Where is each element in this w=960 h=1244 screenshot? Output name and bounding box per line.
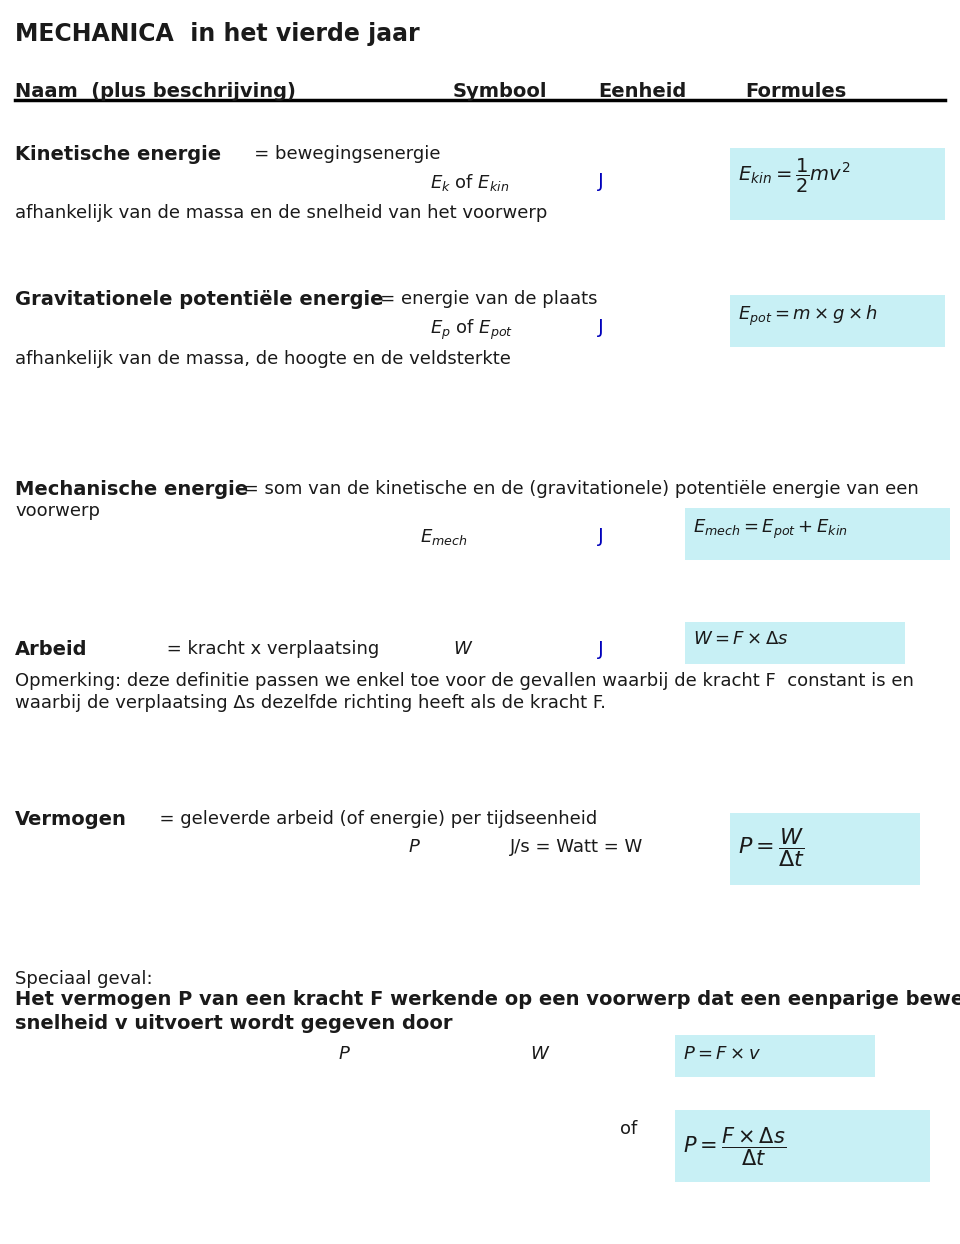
- Text: Arbeid: Arbeid: [15, 639, 87, 659]
- Text: J: J: [598, 318, 604, 337]
- Text: $E_{mech}$: $E_{mech}$: [420, 527, 468, 547]
- Text: Mechanische energie: Mechanische energie: [15, 480, 248, 499]
- Text: Vermogen: Vermogen: [15, 810, 127, 829]
- FancyBboxPatch shape: [675, 1110, 930, 1182]
- Text: afhankelijk van de massa en de snelheid van het voorwerp: afhankelijk van de massa en de snelheid …: [15, 204, 547, 221]
- Text: Formules: Formules: [745, 82, 847, 101]
- Text: snelheid v uitvoert wordt gegeven door: snelheid v uitvoert wordt gegeven door: [15, 1014, 452, 1033]
- Text: J: J: [598, 639, 604, 659]
- Text: J: J: [598, 527, 604, 546]
- Text: Opmerking: deze definitie passen we enkel toe voor de gevallen waarbij de kracht: Opmerking: deze definitie passen we enke…: [15, 672, 914, 690]
- Text: = energie van de plaats: = energie van de plaats: [363, 290, 597, 309]
- Text: of: of: [620, 1120, 637, 1138]
- Text: J/s = Watt = W: J/s = Watt = W: [510, 838, 643, 856]
- Text: $W = F \times \Delta s$: $W = F \times \Delta s$: [693, 629, 789, 648]
- Text: $P$: $P$: [408, 838, 420, 856]
- Text: $P = \dfrac{F \times \Delta s}{\Delta t}$: $P = \dfrac{F \times \Delta s}{\Delta t}…: [683, 1125, 786, 1168]
- Text: $E_{mech} = E_{pot} + E_{kin}$: $E_{mech} = E_{pot} + E_{kin}$: [693, 518, 848, 541]
- Text: voorwerp: voorwerp: [15, 503, 100, 520]
- Text: Eenheid: Eenheid: [598, 82, 686, 101]
- Text: $P = F \times v$: $P = F \times v$: [683, 1045, 761, 1064]
- Text: waarbij de verplaatsing Δs dezelfde richting heeft als de kracht F.: waarbij de verplaatsing Δs dezelfde rich…: [15, 694, 606, 712]
- Text: Naam  (plus beschrijving): Naam (plus beschrijving): [15, 82, 296, 101]
- Text: Symbool: Symbool: [453, 82, 547, 101]
- FancyBboxPatch shape: [730, 814, 920, 884]
- Text: $W$: $W$: [453, 639, 473, 658]
- Text: $P = \dfrac{W}{\Delta t}$: $P = \dfrac{W}{\Delta t}$: [738, 826, 805, 870]
- Text: Speciaal geval:: Speciaal geval:: [15, 970, 153, 988]
- Text: = geleverde arbeid (of energie) per tijdseenheid: = geleverde arbeid (of energie) per tijd…: [125, 810, 597, 829]
- Text: $E_p$ of $E_{pot}$: $E_p$ of $E_{pot}$: [430, 318, 513, 342]
- Text: J: J: [598, 172, 604, 192]
- Text: MECHANICA  in het vierde jaar: MECHANICA in het vierde jaar: [15, 22, 420, 46]
- Text: $E_{kin} = \dfrac{1}{2}mv^2$: $E_{kin} = \dfrac{1}{2}mv^2$: [738, 157, 851, 195]
- FancyBboxPatch shape: [685, 622, 905, 664]
- FancyBboxPatch shape: [685, 508, 950, 560]
- Text: Kinetische energie: Kinetische energie: [15, 146, 221, 164]
- Text: = bewegingsenergie: = bewegingsenergie: [237, 146, 441, 163]
- FancyBboxPatch shape: [730, 295, 945, 347]
- Text: Het vermogen P van een kracht F werkende op een voorwerp dat een eenparige beweg: Het vermogen P van een kracht F werkende…: [15, 990, 960, 1009]
- Text: = som van de kinetische en de (gravitationele) potentiële energie van een: = som van de kinetische en de (gravitati…: [238, 480, 919, 498]
- Text: = kracht x verplaatsing: = kracht x verplaatsing: [115, 639, 379, 658]
- Text: $W$: $W$: [530, 1045, 550, 1064]
- Text: Gravitationele potentiële energie: Gravitationele potentiële energie: [15, 290, 383, 309]
- Text: afhankelijk van de massa, de hoogte en de veldsterkte: afhankelijk van de massa, de hoogte en d…: [15, 350, 511, 368]
- Text: $P$: $P$: [338, 1045, 350, 1064]
- Text: $E_{pot} = m \times g \times h$: $E_{pot} = m \times g \times h$: [738, 304, 878, 328]
- Text: $E_k$ of $E_{kin}$: $E_k$ of $E_{kin}$: [430, 172, 509, 193]
- FancyBboxPatch shape: [730, 148, 945, 220]
- FancyBboxPatch shape: [675, 1035, 875, 1077]
